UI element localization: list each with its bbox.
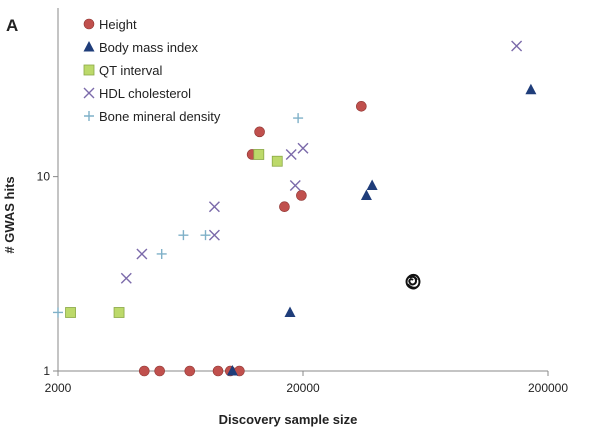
y-tick-label: 1 <box>43 364 50 378</box>
y-tick-label: 10 <box>37 170 51 184</box>
legend-marker-qt-interval <box>83 64 95 76</box>
legend-label-bone-mineral-density: Bone mineral density <box>99 109 221 124</box>
hdl-cholesterol-point <box>120 272 132 284</box>
qt-interval-point <box>271 155 283 167</box>
stray-mark <box>405 273 421 290</box>
bone-mineral-density-point <box>53 307 63 318</box>
legend: Height Body mass index QT interval HDL chol… <box>83 17 221 124</box>
hdl-cholesterol-point <box>285 148 297 160</box>
height-point <box>296 190 307 201</box>
body-mass-index-point <box>226 365 238 376</box>
legend-label-qt-interval: QT interval <box>99 63 162 78</box>
legend-label-body-mass-index: Body mass index <box>99 40 198 55</box>
body-mass-index-point <box>284 306 296 317</box>
bone-mineral-density-point <box>156 248 167 259</box>
panel-label: A <box>6 16 18 35</box>
data-points <box>53 40 537 377</box>
body-mass-index-point <box>525 83 537 95</box>
legend-marker-height <box>83 18 95 30</box>
bone-mineral-density-point <box>293 113 304 124</box>
qt-interval-point <box>113 307 125 318</box>
height-point <box>138 365 150 377</box>
legend-marker-body-mass-index <box>83 41 95 52</box>
legend-label-hdl-cholesterol: HDL cholesterol <box>99 86 191 101</box>
hdl-cholesterol-point <box>208 229 220 241</box>
qt-interval-point <box>65 307 76 318</box>
hdl-cholesterol-point <box>289 180 301 192</box>
legend-label-height: Height <box>99 17 137 32</box>
legend-marker-bone-mineral-density <box>84 111 94 121</box>
height-point <box>184 365 196 377</box>
x-axis-label: Discovery sample size <box>219 412 358 427</box>
y-axis-label: # GWAS hits <box>2 176 17 253</box>
x-tick-label: 20000 <box>286 381 320 395</box>
height-point <box>279 201 290 213</box>
legend-marker-hdl-cholesterol <box>83 87 95 99</box>
x-tick-label: 2000 <box>45 381 72 395</box>
bone-mineral-density-point <box>200 230 211 241</box>
bone-mineral-density-point <box>178 230 189 241</box>
height-point <box>356 101 367 112</box>
hdl-cholesterol-point <box>208 201 220 213</box>
axis-ticks: 200020000200000110100 <box>37 170 569 395</box>
hdl-cholesterol-point <box>297 142 309 154</box>
qt-interval-point <box>253 149 265 160</box>
height-point <box>212 365 224 377</box>
height-point <box>154 365 165 377</box>
x-tick-label: 200000 <box>528 381 568 395</box>
height-point <box>254 126 265 138</box>
body-mass-index-point <box>366 179 378 191</box>
hdl-cholesterol-point <box>511 40 523 52</box>
body-mass-index-point <box>360 189 372 200</box>
hdl-cholesterol-point <box>136 248 148 260</box>
